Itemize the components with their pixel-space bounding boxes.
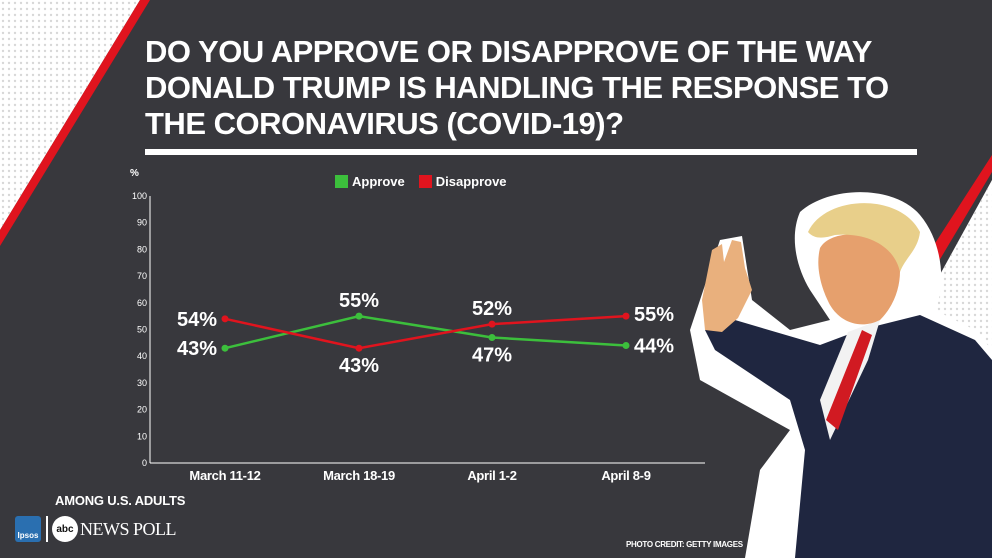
x-tick-label: March 11-12 [189, 468, 260, 483]
data-point-disapprove [221, 315, 229, 323]
photo-credit: PHOTO CREDIT: GETTY IMAGES [626, 540, 743, 549]
disapprove-swatch [418, 175, 432, 188]
legend-item-disapprove: Disapprove [418, 174, 507, 189]
y-tick-label: 100 [132, 191, 147, 201]
data-point-approve [221, 344, 229, 352]
data-label-disapprove: 55% [634, 304, 674, 326]
poll-name: NEWS POLL [80, 519, 177, 539]
ipsos-logo: Ipsos [15, 516, 41, 542]
x-tick-label: April 8-9 [601, 468, 650, 483]
y-tick-label: 20 [137, 405, 147, 415]
y-axis-unit-label: % [130, 168, 139, 179]
series-line-approve [224, 314, 627, 350]
y-tick-label: 50 [137, 325, 147, 335]
data-label-disapprove: 54% [177, 309, 217, 331]
ipsos-logo-text: Ipsos [17, 531, 39, 540]
y-tick-label: 0 [142, 458, 147, 468]
chart-title: DO YOU APPROVE OR DISAPPROVE OF THE WAY … [145, 34, 889, 141]
y-tick-label: 40 [137, 351, 147, 361]
y-tick-label: 90 [137, 218, 147, 228]
data-label-approve: 44% [634, 336, 674, 358]
chart-legend: Approve Disapprove [335, 174, 507, 189]
y-tick-label: 30 [137, 378, 147, 388]
legend-label-approve: Approve [352, 174, 405, 189]
data-label-approve: 47% [472, 345, 512, 367]
legend-label-disapprove: Disapprove [435, 174, 507, 189]
data-label-disapprove: 52% [472, 298, 512, 320]
abc-logo-text: abc [56, 523, 74, 535]
data-point-approve [622, 342, 630, 350]
x-tick-label: March 18-19 [323, 468, 395, 483]
approve-swatch [335, 175, 348, 188]
title-underline [145, 149, 917, 155]
subgroup-note: AMONG U.S. ADULTS [55, 493, 186, 508]
data-point-disapprove [355, 344, 363, 352]
x-tick-label: April 1-2 [467, 468, 516, 483]
data-point-disapprove [488, 320, 496, 328]
abc-logo: abc [52, 516, 78, 542]
data-label-disapprove: 43% [339, 355, 379, 377]
data-point-approve [355, 312, 363, 320]
data-label-approve: 55% [339, 290, 379, 312]
y-tick-label: 70 [137, 271, 147, 281]
series-line-disapprove [224, 314, 627, 350]
logo-divider [46, 516, 48, 542]
y-tick-label: 60 [137, 298, 147, 308]
red-stripe-top-left [0, 0, 150, 246]
data-point-approve [488, 334, 496, 342]
y-tick-label: 10 [137, 431, 147, 441]
y-tick-label: 80 [137, 244, 147, 254]
legend-item-approve: Approve [335, 174, 405, 189]
data-point-disapprove [622, 312, 630, 320]
data-label-approve: 43% [177, 338, 217, 360]
